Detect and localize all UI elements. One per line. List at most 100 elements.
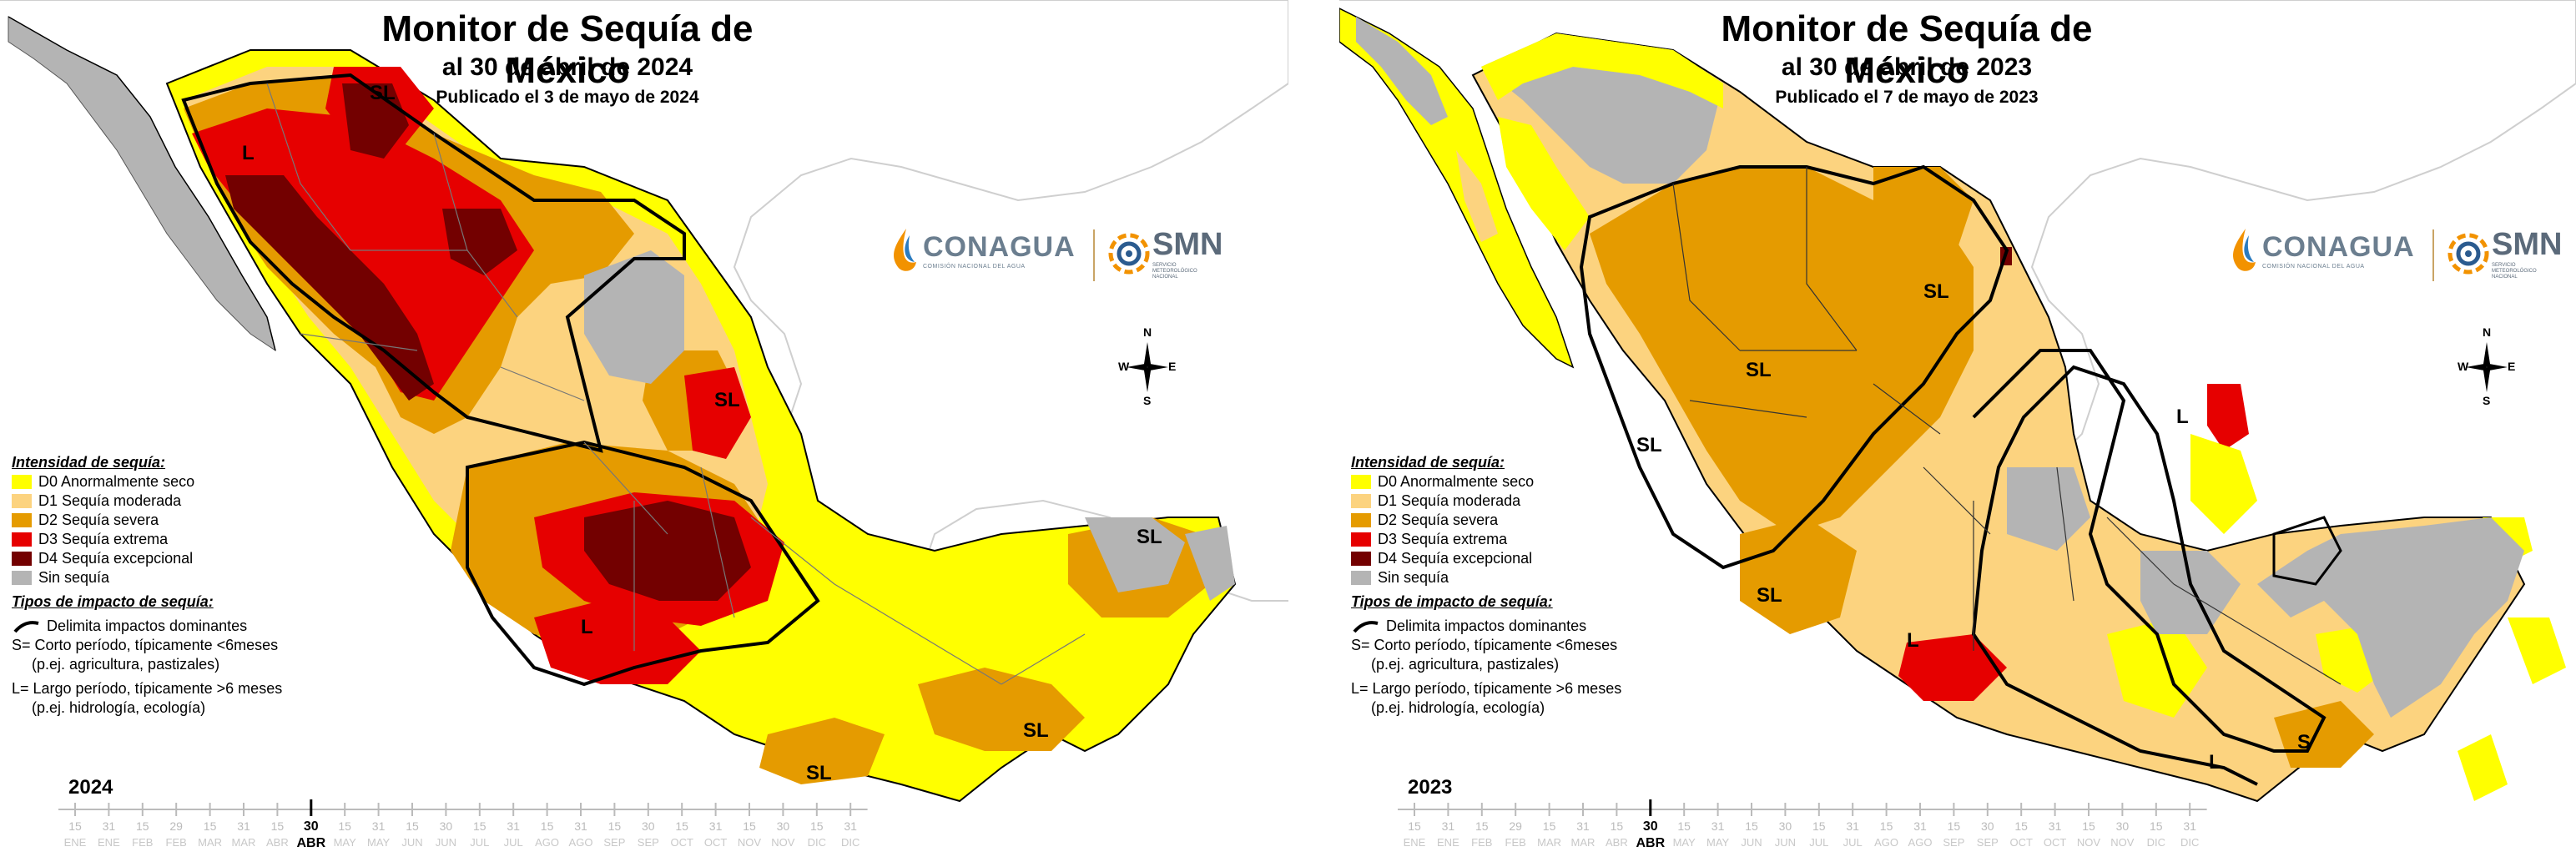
timeline-day-label: 15 [1408,819,1421,833]
timeline-day-label: 15 [540,819,554,833]
timeline-month-label: ABR [266,836,289,849]
timeline-month-label: FEB [1471,836,1493,849]
timeline-month-label: DIC [2146,836,2165,849]
conagua-wordmark: CONAGUA [923,231,1076,263]
timeline-day-label: 15 [1745,819,1758,833]
legend-impact-title: Tipos de impacto de sequía: [1351,593,1553,610]
published-date-2023: Publicado el 7 de mayo de 2023 [1775,88,2039,107]
timeline-day-label: 29 [169,819,183,833]
drought-legend-2024: Intensidad de sequía: D0 Anormalmente se… [12,454,283,716]
timeline-month-label: MAR [198,836,223,849]
timeline-month-label: AGO [568,836,593,849]
timeline-day-label: 31 [1711,819,1725,833]
impact-label: L [2209,751,2221,774]
timeline-month-label: ENE [1437,836,1459,849]
timeline-month-label: JUN [435,836,457,849]
impact-label: SL [1137,526,1162,548]
timeline-day-label: 31 [1913,819,1927,833]
timeline-month-label: DIC [807,836,826,849]
timeline-day-label: 15 [203,819,217,833]
legend-swatch [12,513,32,527]
timeline-month-label: SEP [1976,836,1999,849]
timeline-day-label: 15 [1677,819,1691,833]
legend-swatch [1351,475,1371,489]
impact-label: L [1907,629,1919,652]
compass-rose-icon-2023: N S W E [2458,325,2516,407]
timeline-day-label: 15 [338,819,351,833]
timeline-day-label: 30 [1778,819,1792,833]
timeline-month-label: DIC [840,836,860,849]
timeline-month-label: AGO [535,836,560,849]
legend-item-d4: D4 Sequía excepcional [1351,549,1621,568]
mexico-drought-map-2023 [1339,0,2576,803]
smn-spiral-icon [2447,233,2489,275]
timeline-month-label: NOV [2110,836,2135,849]
impact-label: L [242,142,255,164]
usa-coastline [0,0,1288,669]
timeline-month-label: SEP [1943,836,1965,849]
date-subtitle-2024: al 30 de abril de 2024 [441,53,693,81]
timeline-month-label: ABR [1636,836,1666,850]
timeline-day-label: 31 [1441,819,1455,833]
timeline-day-label: 30 [1642,819,1658,834]
timeline-day-label: 30 [439,819,453,833]
conagua-wordmark: CONAGUA [2262,231,2415,263]
legend-item-d0: D0 Anormalmente seco [12,472,282,491]
timeline-month-label: OCT [2009,836,2033,849]
timeline-month-label: JUL [1843,836,1863,849]
timeline-month-label: ABR [1606,836,1628,849]
timeline-month-label: MAR [231,836,256,849]
timeline-month-label: JUN [1741,836,1762,849]
timeline-day-label: 15 [743,819,756,833]
legend-intensity-title: Intensidad de sequía: [1351,454,1505,471]
timeline-day-label: 31 [708,819,723,833]
legend-swatch [12,552,32,566]
timeline-month-label: JUL [503,836,523,849]
legend-swatch [1351,494,1371,508]
water-drop-icon [894,229,916,271]
timeline-month-label: SEP [603,836,626,849]
timeline-2024: 15 ENE 31 ENE 15 FEB 29 FEB 15 MAR 31 MAR 15 ABR 30 ABR… [58,799,893,866]
impact-label: SL [1636,434,1662,456]
impact-label: L [2176,406,2189,428]
timeline-month-label: NOV [2076,836,2101,849]
impact-label: SL [1757,584,1782,607]
drought-map-panel-2023: Monitor de Sequía de México al 30 de abr… [1339,0,2576,867]
timeline-month-label: JUL [1809,836,1829,849]
timeline-day-label: 31 [507,819,520,833]
timeline-day-label: 31 [2183,819,2196,833]
impact-label: L [581,616,593,638]
timeline-axis [1398,799,2207,816]
legend-swatch [1351,513,1371,527]
timeline-day-label: 15 [1610,819,1624,833]
conagua-subtitle: COMISIÓN NACIONAL DEL AGUA [923,264,1026,270]
timeline-day-label: 30 [303,819,319,834]
timeline-month-label: OCT [670,836,693,849]
legend-item-none: Sin sequía [12,568,282,587]
timeline-month-label: ENE [98,836,120,849]
timeline-day-label: 30 [642,819,655,833]
timeline-day-label: 15 [1812,819,1826,833]
date-subtitle-2023: al 30 de abril de 2023 [1781,53,2033,81]
timeline-day-label: 31 [102,819,116,833]
timeline-month-label: OCT [2043,836,2067,849]
timeline-day-label: 15 [2150,819,2163,833]
timeline-month-label: ENE [63,836,87,849]
conagua-subtitle: COMISIÓN NACIONAL DEL AGUA [2262,264,2365,270]
smn-spiral-icon [1108,233,1150,275]
timeline-month-label: FEB [132,836,154,849]
timeline-month-label: NOV [737,836,762,849]
legend-swatch [12,571,32,585]
timeline-day-label: 31 [1846,819,1859,833]
timeline-day-label: 31 [844,819,857,833]
timeline-month-label: MAY [1672,836,1696,849]
timeline-day-label: 30 [2115,819,2130,833]
timeline-day-label: 15 [810,819,824,833]
timeline-day-label: 31 [371,819,386,833]
page-title-2023: Monitor de Sequía de México [1721,8,2093,91]
timeline-day-label: 15 [2014,819,2028,833]
timeline-day-label: 15 [136,819,149,833]
timeline-month-label: MAY [366,836,391,849]
compass-rose-icon-2024: N S W E [1118,325,1177,407]
timeline-day-label: 15 [473,819,486,833]
